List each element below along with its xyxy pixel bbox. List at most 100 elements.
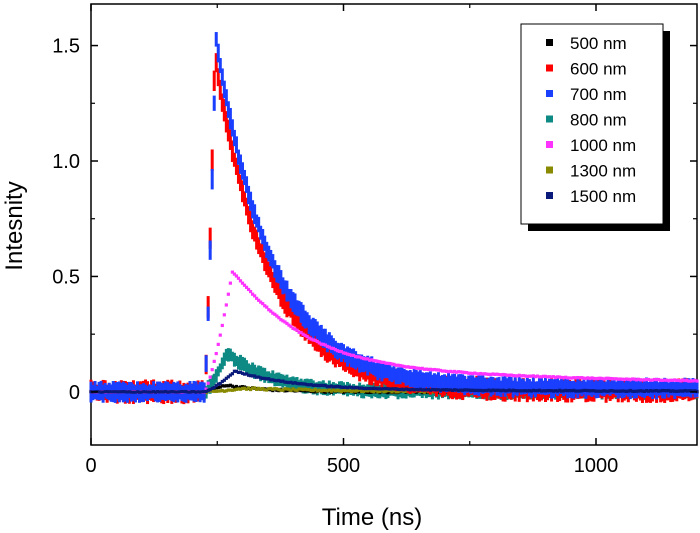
data-point — [127, 390, 131, 394]
data-point — [455, 376, 459, 391]
data-point — [281, 290, 285, 310]
data-point — [523, 381, 527, 395]
data-point — [342, 352, 345, 371]
data-point — [420, 366, 424, 370]
data-point — [384, 361, 388, 365]
data-point — [230, 140, 234, 163]
data-point — [449, 375, 453, 390]
data-point — [301, 318, 305, 338]
data-point — [289, 299, 293, 318]
data-point — [529, 389, 533, 393]
data-point — [558, 375, 562, 379]
data-point — [271, 272, 275, 289]
data-point — [574, 382, 578, 395]
data-point — [655, 378, 659, 382]
data-point — [255, 214, 259, 228]
data-point — [325, 334, 329, 353]
data-point — [192, 390, 196, 394]
data-point — [446, 370, 451, 374]
data-point — [614, 381, 618, 396]
data-point — [243, 169, 247, 186]
data-point — [412, 365, 416, 370]
data-point — [154, 390, 158, 394]
legend-label: 1000 nm — [570, 136, 636, 155]
data-point — [388, 361, 392, 366]
data-point — [426, 367, 430, 372]
data-point — [275, 387, 279, 391]
data-point — [453, 373, 457, 393]
data-point — [176, 390, 180, 394]
data-point — [572, 376, 576, 380]
data-point — [319, 324, 323, 347]
data-point — [255, 375, 259, 379]
data-point — [469, 388, 473, 392]
data-point — [251, 386, 255, 390]
data-point — [503, 389, 507, 393]
data-point — [277, 316, 281, 320]
data-point — [402, 364, 406, 369]
data-point — [220, 68, 224, 86]
data-point — [495, 377, 499, 396]
data-point — [271, 387, 275, 391]
data-point — [329, 383, 333, 393]
legend-label: 1500 nm — [570, 187, 636, 206]
data-point — [412, 368, 416, 388]
data-point — [665, 389, 669, 393]
data-point — [545, 375, 550, 379]
data-point — [428, 388, 432, 392]
data-point — [428, 371, 432, 388]
data-point — [303, 378, 307, 394]
data-point — [531, 376, 535, 395]
legend-marker — [546, 192, 553, 199]
data-point — [285, 280, 289, 302]
data-point — [341, 388, 346, 392]
data-point — [364, 388, 368, 393]
data-point — [594, 389, 598, 393]
data-point — [117, 390, 121, 394]
data-point — [430, 387, 434, 392]
data-point — [537, 376, 541, 395]
data-point — [461, 388, 465, 392]
data-point — [519, 374, 523, 378]
data-point — [206, 388, 210, 392]
data-point — [693, 389, 697, 393]
data-point — [360, 356, 364, 360]
data-point — [255, 367, 259, 378]
data-point — [218, 58, 222, 74]
data-point — [646, 377, 651, 382]
data-point — [450, 370, 455, 374]
data-point — [414, 387, 418, 392]
data-point — [527, 379, 531, 397]
data-point — [238, 354, 242, 371]
data-point — [277, 388, 281, 392]
data-point — [467, 388, 471, 392]
data-point — [253, 294, 257, 298]
data-point — [665, 378, 669, 382]
data-point — [265, 371, 269, 381]
data-point — [230, 372, 234, 376]
data-point — [236, 165, 240, 184]
data-point — [677, 378, 681, 383]
data-point — [247, 206, 251, 225]
data-point — [113, 390, 117, 394]
data-point — [352, 386, 356, 390]
data-point — [481, 389, 485, 393]
data-point — [313, 383, 317, 387]
data-point — [299, 314, 303, 337]
data-point — [362, 389, 366, 394]
data-point — [645, 377, 648, 396]
data-point — [544, 377, 547, 396]
data-point — [444, 388, 449, 392]
data-point — [406, 370, 410, 386]
data-point — [145, 390, 150, 394]
data-point — [592, 389, 596, 393]
data-point — [477, 372, 481, 376]
data-point — [436, 372, 440, 391]
data-point — [440, 375, 444, 389]
data-point — [133, 390, 138, 394]
data-point — [610, 377, 614, 381]
y-tick-label: 1.0 — [52, 151, 80, 173]
data-point — [487, 372, 491, 376]
data-point — [259, 376, 263, 380]
data-point — [564, 375, 568, 379]
